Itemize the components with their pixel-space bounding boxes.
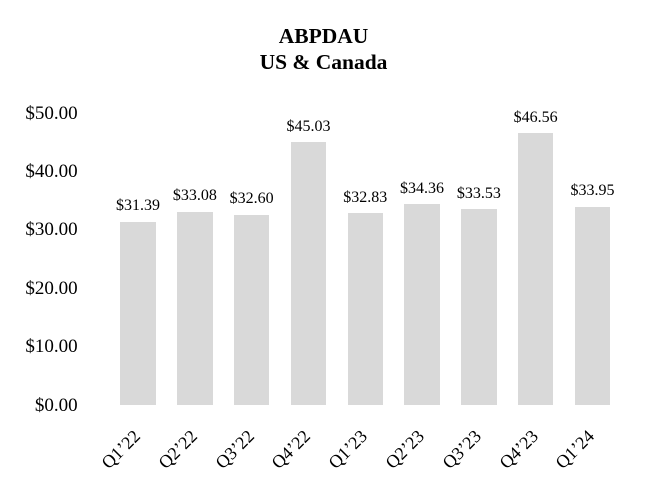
bar-value-label: $32.60 <box>229 190 274 208</box>
bar-value-label: $34.36 <box>400 179 445 197</box>
y-axis-tick-label: $20.00 <box>25 277 78 299</box>
bar-value-label: $31.39 <box>116 197 161 215</box>
bar-Q1’22 <box>120 221 156 405</box>
bar-value-label: $45.03 <box>286 117 331 135</box>
y-axis-tick-label: $30.00 <box>25 219 78 241</box>
y-axis-tick-label: $10.00 <box>25 336 78 358</box>
bar-Q4’23 <box>517 133 554 405</box>
bar-value-label: $33.53 <box>456 184 501 202</box>
bar-Q1’23 <box>347 213 383 405</box>
chart-title: ABPDAU US & Canada <box>0 24 647 75</box>
bar-value-label: $46.56 <box>513 108 558 126</box>
y-axis-tick-label: $0.00 <box>34 394 78 416</box>
bar-Q3’23 <box>461 209 497 405</box>
y-axis-tick-label: $50.00 <box>25 102 78 124</box>
y-axis-tick-label: $40.00 <box>25 160 78 182</box>
bar-Q4’22 <box>290 142 327 405</box>
bar-value-label: $33.08 <box>172 187 217 205</box>
bar-Q1’24 <box>574 206 611 405</box>
chart-title-line-1: ABPDAU <box>278 24 369 48</box>
bar-Q3’22 <box>233 214 270 405</box>
bar-Q2’23 <box>404 204 440 405</box>
bar-Q2’22 <box>177 211 213 405</box>
chart-title-line-2: US & Canada <box>259 49 388 74</box>
bar-value-label: $33.95 <box>570 182 615 200</box>
bar-value-label: $32.83 <box>343 188 388 206</box>
